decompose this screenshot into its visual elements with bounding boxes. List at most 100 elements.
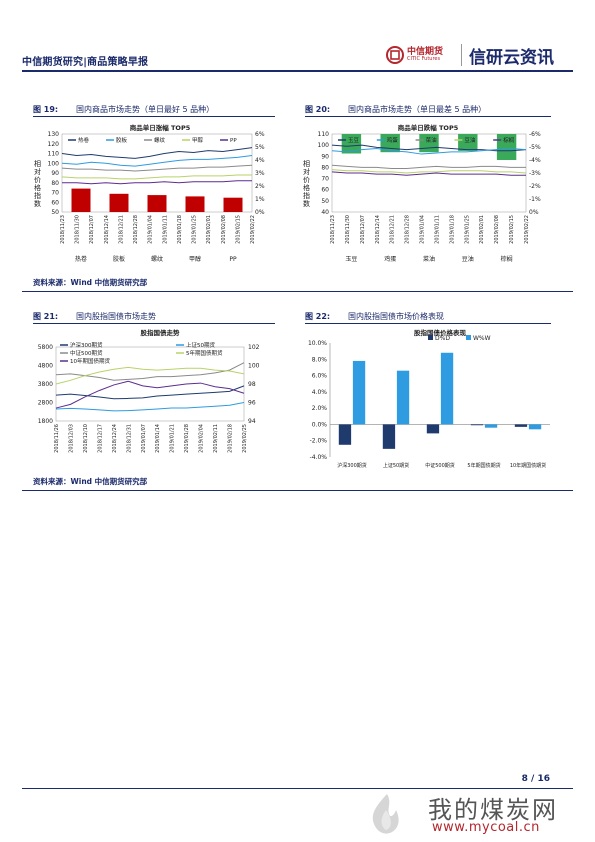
x-tick-date: 2019/02/08 bbox=[221, 215, 227, 244]
x-tick-date: 2018/12/07 bbox=[360, 215, 366, 244]
y-tick-left: 120 bbox=[48, 141, 60, 148]
y-tick-right: -3% bbox=[529, 170, 541, 177]
legend-label: 鸡蛋 bbox=[387, 136, 399, 144]
y-tick-right: 98 bbox=[248, 381, 256, 388]
y-tick-left: 110 bbox=[48, 151, 60, 158]
x-tick-date: 2019/02/04 bbox=[199, 424, 205, 453]
series-line-胶板 bbox=[61, 154, 253, 167]
watermark-cn: 我的煤炭网 bbox=[428, 796, 558, 824]
brand-logo: 中信期货 CITIC Futures 信研云资讯 bbox=[385, 42, 573, 68]
source-top: 资料来源：Wind 中信期货研究部 bbox=[33, 278, 148, 287]
series-line-10年期国债期货 bbox=[55, 380, 245, 409]
series-line-中证500期货 bbox=[55, 362, 245, 381]
x-tick-date: 2019/02/08 bbox=[494, 215, 500, 244]
fig19-y-side-label: 相对价格指数 bbox=[34, 160, 41, 208]
x-tick-date: 2018/12/31 bbox=[126, 424, 132, 453]
bar-W%W bbox=[528, 424, 542, 430]
y-tick: 10.0% bbox=[308, 340, 327, 347]
fig21-rule bbox=[33, 323, 275, 324]
series-line-豆油 bbox=[331, 169, 527, 174]
bar-category-label: PP bbox=[229, 256, 237, 263]
fig20-caption: 国内商品市场走势（单日最差 5 品种） bbox=[348, 105, 487, 114]
bar-玉豆 bbox=[341, 134, 362, 154]
fig19-rule bbox=[33, 116, 275, 117]
y-tick-left: 3800 bbox=[38, 381, 53, 388]
legend-label: 棕榈 bbox=[503, 136, 515, 144]
y-tick-left: 90 bbox=[51, 170, 59, 177]
series-line-棕榈 bbox=[331, 171, 526, 176]
x-tick-date: 2018/11/23 bbox=[330, 215, 336, 244]
fig22-chart-title: 股指国债价格表现 bbox=[414, 329, 466, 337]
legend-label: D%D bbox=[435, 335, 450, 342]
legend-label: 甲醇 bbox=[192, 136, 204, 144]
y-tick: 8.0% bbox=[312, 356, 328, 363]
y-tick-left: 1800 bbox=[38, 418, 53, 425]
y-tick-right: -5% bbox=[529, 144, 541, 151]
bar-category-label: 玉豆 bbox=[345, 256, 357, 263]
bar-D%D bbox=[338, 424, 352, 445]
x-tick-date: 2019/01/25 bbox=[464, 215, 470, 244]
x-tick-date: 2018/12/17 bbox=[97, 424, 103, 453]
fig21-label: 图 21: bbox=[33, 312, 59, 321]
bar-W%W bbox=[396, 370, 410, 425]
legend-label: PP bbox=[230, 138, 237, 144]
x-category-label: 10年期国债期货 bbox=[510, 462, 546, 469]
y-tick-right: 96 bbox=[248, 400, 256, 407]
y-tick-left: 100 bbox=[318, 142, 330, 149]
bar-category-label: 螺纹 bbox=[151, 255, 163, 263]
x-tick-date: 2019/02/25 bbox=[242, 424, 248, 453]
y-tick-left: 5800 bbox=[38, 344, 53, 351]
x-tick-date: 2018/12/14 bbox=[375, 215, 381, 244]
bar-category-label: 甲醇 bbox=[189, 255, 201, 263]
fig20-y-side-label: 相对价格指数 bbox=[303, 160, 310, 208]
series-line-上证50期货 bbox=[55, 402, 245, 412]
bar-热卷 bbox=[71, 188, 91, 212]
bar-category-label: 胶板 bbox=[113, 255, 125, 263]
bar-category-label: 菜油 bbox=[423, 255, 435, 263]
legend-label: 10年期国债期货 bbox=[70, 357, 110, 365]
source-bottom: 资料来源：Wind 中信期货研究部 bbox=[33, 477, 148, 486]
y-tick-right: 4% bbox=[255, 157, 265, 164]
fig20-chart: 40 50 60 70 80 90 100 110 0% -1% -2% -3% -4% -5% -6% 玉豆… bbox=[318, 131, 541, 263]
x-tick-date: 2018/12/21 bbox=[118, 215, 124, 244]
legend-label: 菜油 bbox=[426, 136, 438, 144]
bar-D%D bbox=[382, 424, 396, 449]
x-tick-date: 2019/01/04 bbox=[148, 215, 154, 244]
bar-W%W bbox=[484, 424, 498, 428]
fig22-rule bbox=[305, 323, 551, 324]
y-tick: 6.0% bbox=[312, 373, 328, 380]
series-line-螺纹 bbox=[61, 164, 253, 172]
fig19-caption: 国内商品市场走势（单日最好 5 品种） bbox=[76, 105, 215, 114]
bar-螺纹 bbox=[147, 195, 167, 212]
y-tick-left: 130 bbox=[48, 131, 60, 138]
series-line-5年期国债期货 bbox=[55, 366, 245, 385]
y-tick-left: 2800 bbox=[38, 400, 53, 407]
x-tick-date: 2018/12/28 bbox=[405, 215, 411, 244]
y-tick-left: 50 bbox=[51, 209, 59, 216]
bar-PP bbox=[223, 197, 243, 212]
y-tick-right: 102 bbox=[248, 344, 260, 351]
series-line-甲醇 bbox=[61, 174, 252, 180]
x-tick-date: 2019/01/25 bbox=[192, 215, 198, 244]
x-tick-date: 2018/11/30 bbox=[345, 215, 351, 244]
x-tick-date: 2019/02/22 bbox=[250, 215, 256, 244]
logo-cn-text: 中信期货 bbox=[407, 47, 444, 57]
y-tick-right: 1% bbox=[255, 196, 265, 203]
y-tick: -2.0% bbox=[310, 438, 328, 445]
header-rule bbox=[22, 70, 573, 72]
x-tick-date: 2019/01/21 bbox=[170, 424, 176, 453]
legend-label: 热卷 bbox=[78, 136, 90, 144]
fig19-chart-title: 商品单日涨幅 TOP5 bbox=[129, 124, 191, 132]
fig20-label: 图 20: bbox=[305, 105, 331, 114]
fig22-label: 图 22: bbox=[305, 312, 331, 321]
y-tick-left: 70 bbox=[51, 190, 59, 197]
y-tick-right: -4% bbox=[529, 157, 541, 164]
series-line-鸡蛋 bbox=[331, 147, 527, 155]
legend-label: 中证500期货 bbox=[70, 349, 103, 357]
x-tick-date: 2019/02/11 bbox=[213, 424, 219, 453]
x-tick-date: 2018/12/21 bbox=[390, 215, 396, 244]
y-tick: 4.0% bbox=[312, 389, 328, 396]
x-tick-date: 2019/01/18 bbox=[449, 215, 455, 244]
y-tick: -4.0% bbox=[310, 454, 328, 461]
logo-en-text: CITIC Futures bbox=[407, 56, 441, 62]
